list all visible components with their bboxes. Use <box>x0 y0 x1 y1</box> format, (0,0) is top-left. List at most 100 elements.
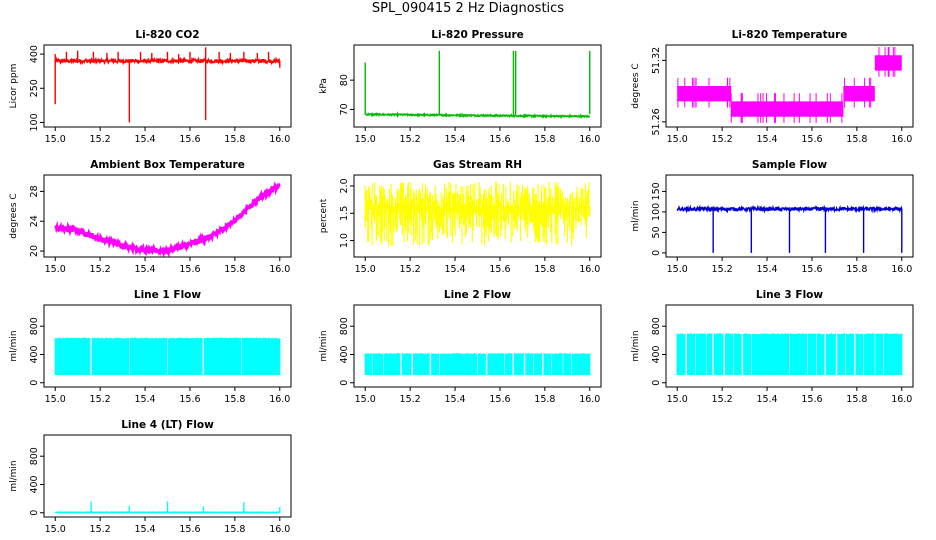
x-tick-label: 15.6 <box>801 394 822 405</box>
x-tick-label: 15.8 <box>224 394 245 405</box>
y-tick-label: 50 <box>651 226 662 238</box>
y-tick-label: 400 <box>339 345 350 363</box>
chart-title: Ambient Box Temperature <box>90 159 245 171</box>
x-tick-label: 16.0 <box>269 394 290 405</box>
plot-frame <box>43 174 292 258</box>
x-tick-label: 15.4 <box>756 264 777 275</box>
step-band <box>731 101 844 117</box>
x-tick-label: 15.6 <box>179 134 200 145</box>
y-tick-label: 1.5 <box>339 206 350 221</box>
y-axis-label: degrees C <box>631 63 641 108</box>
x-tick-label: 15.4 <box>134 394 155 405</box>
step-band <box>843 86 875 102</box>
x-tick-label: 15.8 <box>846 134 867 145</box>
y-axis-label: ml/min <box>9 460 19 491</box>
x-tick-label: 15.6 <box>801 134 822 145</box>
y-axis-label: Licor ppm <box>9 64 19 109</box>
x-tick-label: 15.4 <box>134 134 155 145</box>
y-tick-label: 51.26 <box>651 108 662 135</box>
x-tick-label: 15.6 <box>179 264 200 275</box>
y-tick-label: 1.0 <box>339 233 350 248</box>
chart-panel-3: Ambient Box Temperature 15.0 15.2 15.4 15.6 1… <box>9 159 292 275</box>
plot-frame <box>665 174 914 258</box>
plot-frame <box>353 44 602 128</box>
chart-title: Li-820 Temperature <box>732 29 848 41</box>
x-tick-label: 16.0 <box>891 394 912 405</box>
y-tick-label: 2.0 <box>339 178 350 193</box>
series <box>364 353 591 375</box>
chart-panel-6: Line 1 Flow 15.0 15.2 15.4 15.6 15.8 16.0 0 400 8… <box>9 289 292 405</box>
x-tick-label: 15.4 <box>444 134 465 145</box>
chart-title: Li-820 Pressure <box>431 29 524 41</box>
series <box>364 50 591 119</box>
plot-frame <box>665 304 914 388</box>
x-tick-label: 15.8 <box>224 134 245 145</box>
series-line <box>54 181 281 259</box>
x-tick-label: 15.6 <box>179 394 200 405</box>
x-tick-label: 15.0 <box>45 394 66 405</box>
y-tick-label: 100 <box>29 113 40 131</box>
y-axis-label: percent <box>319 198 329 233</box>
y-tick-label: 800 <box>29 317 40 335</box>
x-tick-label: 16.0 <box>269 264 290 275</box>
series <box>54 181 281 259</box>
series-line <box>364 111 590 119</box>
series <box>676 333 903 375</box>
x-tick-label: 15.8 <box>846 264 867 275</box>
x-tick-label: 16.0 <box>891 134 912 145</box>
x-tick-label: 15.8 <box>534 264 555 275</box>
y-tick-label: 800 <box>339 317 350 335</box>
x-tick-label: 15.8 <box>534 394 555 405</box>
x-tick-label: 15.2 <box>90 394 111 405</box>
x-tick-label: 16.0 <box>269 524 290 535</box>
chart-panel-1: Li-820 Pressure 15.0 15.2 15.4 15.6 15.8 16.0 7… <box>319 29 602 145</box>
y-tick-label: 0 <box>651 380 662 386</box>
chart-panel-4: Gas Stream RH 15.0 15.2 15.4 15.6 15.8 16.0 1.0… <box>319 159 602 275</box>
y-tick-label: 400 <box>29 45 40 63</box>
x-tick-label: 15.2 <box>712 264 733 275</box>
x-tick-label: 15.4 <box>756 394 777 405</box>
plot-frame <box>43 434 292 518</box>
x-tick-label: 15.4 <box>444 264 465 275</box>
y-axis-label: ml/min <box>631 200 641 231</box>
x-tick-label: 15.2 <box>712 394 733 405</box>
chart-title: Line 3 Flow <box>756 289 823 301</box>
x-tick-label: 15.0 <box>45 134 66 145</box>
series <box>54 337 281 375</box>
chart-panel-9: Line 4 (LT) Flow 15.0 15.2 15.4 15.6 15.8 16.0… <box>9 419 292 535</box>
y-tick-label: 24 <box>29 215 40 227</box>
chart-panel-0: Li-820 CO2 15.0 15.2 15.4 15.6 15.8 16.0 100 250… <box>9 29 292 145</box>
plot-frame <box>353 174 602 258</box>
x-tick-label: 15.0 <box>45 264 66 275</box>
y-axis-label: kPa <box>319 78 329 94</box>
step-band <box>677 86 732 102</box>
chart-panel-5: Sample Flow 15.0 15.2 15.4 15.6 15.8 16.0 0 50 10… <box>631 159 914 275</box>
x-tick-label: 15.2 <box>712 134 733 145</box>
x-tick-label: 16.0 <box>269 134 290 145</box>
x-tick-label: 16.0 <box>579 394 600 405</box>
y-tick-label: 400 <box>29 475 40 493</box>
x-tick-label: 16.0 <box>579 264 600 275</box>
plot-frame <box>353 304 602 388</box>
x-tick-label: 15.6 <box>489 264 510 275</box>
x-tick-label: 15.0 <box>45 524 66 535</box>
chart-title: Line 1 Flow <box>134 289 201 301</box>
x-tick-label: 15.0 <box>355 394 376 405</box>
y-tick-label: 400 <box>651 345 662 363</box>
x-tick-label: 15.2 <box>90 524 111 535</box>
series <box>54 47 281 123</box>
plot-frame <box>665 44 914 128</box>
x-tick-label: 15.6 <box>489 394 510 405</box>
x-tick-label: 15.2 <box>400 394 421 405</box>
y-tick-label: 80 <box>339 74 350 86</box>
x-tick-label: 15.0 <box>355 134 376 145</box>
x-tick-label: 15.4 <box>134 524 155 535</box>
y-axis-label: ml/min <box>319 330 329 361</box>
y-axis-label: ml/min <box>631 330 641 361</box>
page-title: SPL_090415 2 Hz Diagnostics <box>371 1 565 16</box>
series <box>676 204 903 253</box>
chart-title: Sample Flow <box>752 159 827 171</box>
series <box>677 47 902 123</box>
x-tick-label: 15.6 <box>801 264 822 275</box>
